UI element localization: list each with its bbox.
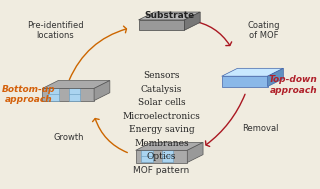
Text: Solar cells: Solar cells	[138, 98, 185, 107]
Polygon shape	[43, 88, 94, 101]
Polygon shape	[48, 94, 60, 101]
Text: Optics: Optics	[147, 152, 176, 161]
Polygon shape	[222, 76, 268, 87]
Polygon shape	[162, 156, 173, 163]
Text: Pre-identified
locations: Pre-identified locations	[27, 21, 84, 40]
Polygon shape	[139, 12, 200, 20]
Polygon shape	[222, 68, 283, 76]
Text: Membranes: Membranes	[134, 139, 189, 148]
Text: Growth: Growth	[53, 133, 84, 142]
Polygon shape	[43, 81, 110, 88]
Text: Coating
of MOF: Coating of MOF	[247, 21, 279, 40]
Polygon shape	[184, 12, 200, 30]
Polygon shape	[136, 150, 187, 163]
Polygon shape	[48, 88, 60, 95]
Text: Sensors: Sensors	[143, 71, 180, 80]
Text: Microelectronics: Microelectronics	[123, 112, 200, 121]
Polygon shape	[141, 150, 153, 157]
Polygon shape	[136, 143, 203, 150]
Text: Catalysis: Catalysis	[141, 85, 182, 94]
Text: Substrate: Substrate	[144, 11, 195, 19]
Text: MOF pattern: MOF pattern	[133, 167, 189, 175]
Text: Removal: Removal	[242, 124, 279, 133]
Text: Energy saving: Energy saving	[129, 125, 194, 134]
Polygon shape	[94, 81, 110, 101]
Text: Bottom-up
approach: Bottom-up approach	[2, 85, 56, 104]
Polygon shape	[69, 88, 80, 95]
Polygon shape	[141, 156, 153, 163]
Polygon shape	[139, 20, 184, 30]
Polygon shape	[162, 150, 173, 157]
Polygon shape	[268, 68, 283, 87]
Text: Top-down
approach: Top-down approach	[269, 75, 318, 95]
Polygon shape	[69, 94, 80, 101]
Polygon shape	[187, 143, 203, 163]
